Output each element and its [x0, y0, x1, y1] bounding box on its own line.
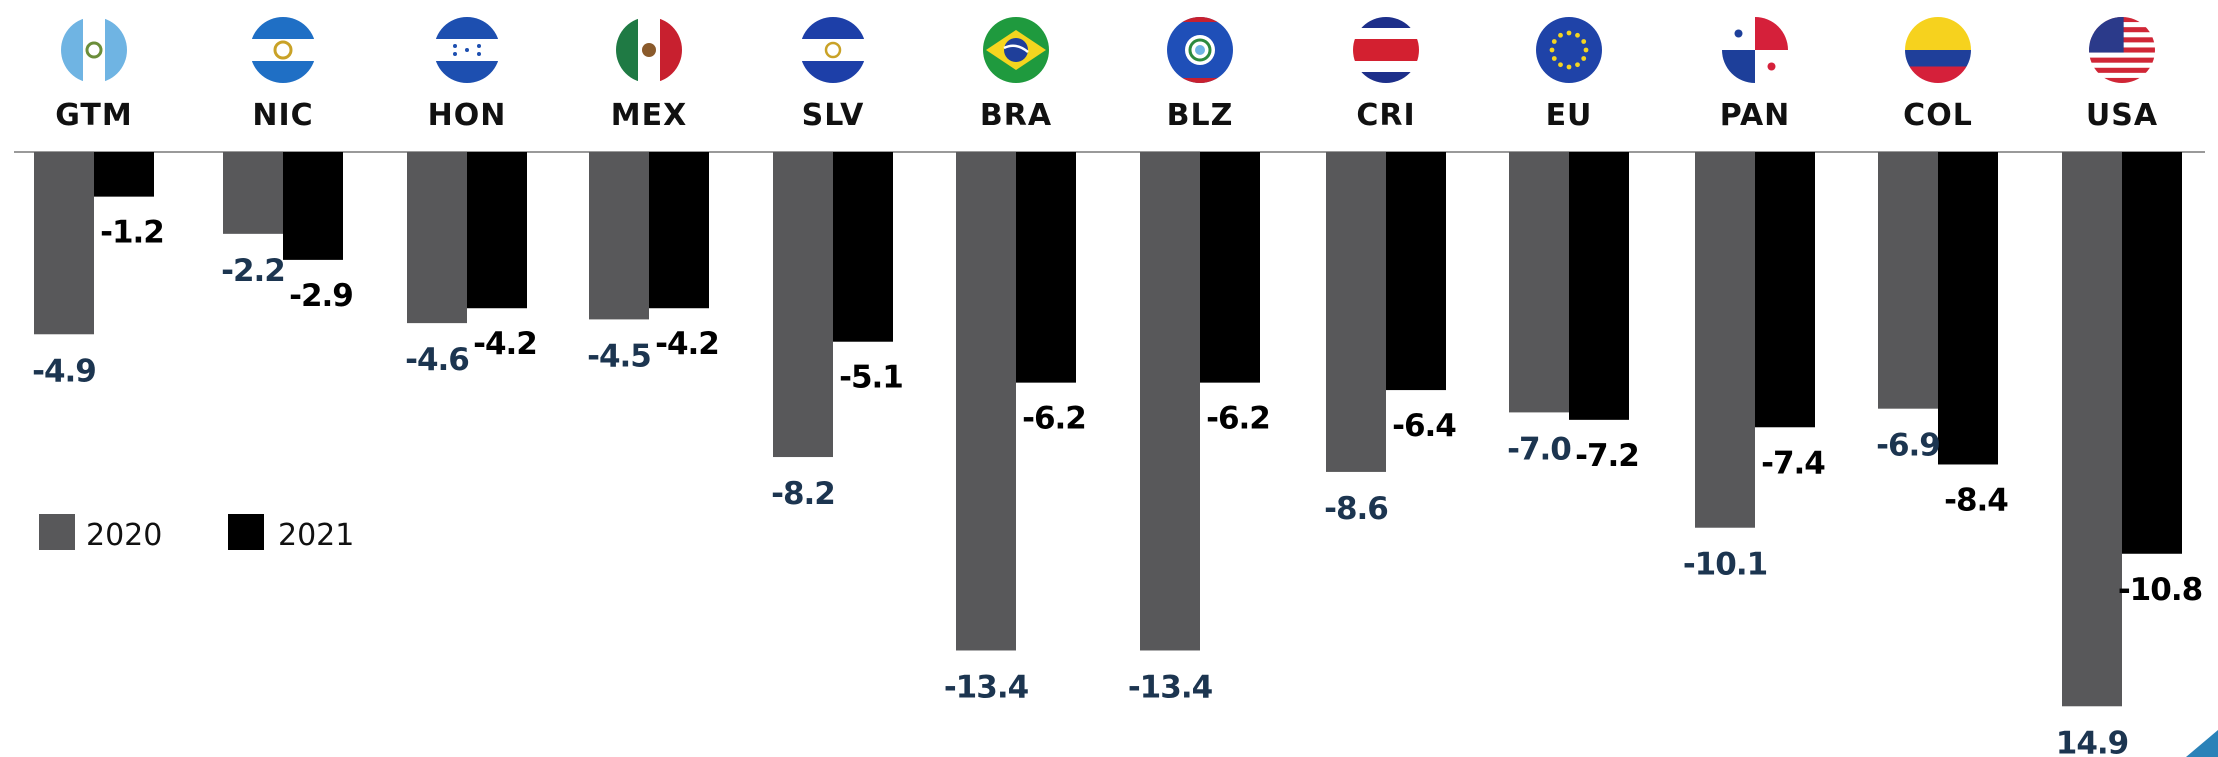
brazil-flag-icon — [983, 17, 1049, 83]
country-label-mex: MEX — [611, 98, 687, 133]
bar-2021-slv — [833, 152, 893, 342]
value-label-2020-eu: -7.0 — [1507, 431, 1571, 467]
country-label-pan: PAN — [1720, 98, 1791, 133]
country-label-blz: BLZ — [1167, 98, 1234, 133]
value-labels: -4.9-1.2-2.2-2.9-4.6 -4.2 -4.5 -4.2-8.2-5.1… — [32, 215, 2202, 757]
bar-2020-usa — [2062, 152, 2122, 706]
guatemala-flag-icon — [61, 17, 127, 83]
bar-2020-eu — [1509, 152, 1569, 412]
bar-2021-bra — [1016, 152, 1076, 383]
country-label-slv: SLV — [802, 98, 865, 133]
bar-2020-pan — [1695, 152, 1755, 528]
bar-2021-hon — [467, 152, 527, 308]
country-label-eu: EU — [1546, 98, 1593, 133]
bar-2020-nic — [223, 152, 283, 234]
eu-flag-icon — [1536, 17, 1602, 83]
bar-2021-nic — [283, 152, 343, 260]
bar-2021-mex — [649, 152, 709, 308]
value-label-2020-usa: 14.9 — [2056, 725, 2129, 757]
value-label-2020-slv: -8.2 — [771, 476, 835, 512]
bar-2020-cri — [1326, 152, 1386, 472]
legend: 2020 2021 — [39, 514, 354, 553]
value-label-2021-hon: -4.2 — [473, 326, 537, 362]
bar-2020-slv — [773, 152, 833, 457]
country-label-usa: USA — [2086, 98, 2158, 133]
country-label-nic: NIC — [252, 98, 313, 133]
bar-2021-pan — [1755, 152, 1815, 427]
panama-flag-icon — [1722, 17, 1788, 83]
value-label-2021-cri: -6.4 — [1392, 408, 1456, 444]
value-label-2020-bra: -13.4 — [944, 669, 1029, 705]
usa-flag-icon — [2089, 17, 2155, 83]
value-label-2020-blz: -13.4 — [1128, 669, 1213, 705]
mexico-flag-icon — [616, 17, 682, 83]
corner-accent — [2186, 730, 2218, 757]
country-label-bra: BRA — [980, 98, 1052, 133]
value-label-2020-pan: -10.1 — [1683, 547, 1767, 583]
value-label-2021-nic: -2.9 — [289, 278, 353, 314]
belize-flag-icon — [1167, 17, 1233, 83]
bar-2021-col — [1938, 152, 1998, 464]
bars — [34, 152, 2182, 706]
country-label-cri: CRI — [1356, 98, 1415, 133]
value-label-2021-gtm: -1.2 — [100, 215, 164, 251]
bar-2020-mex — [589, 152, 649, 319]
bar-2020-bra — [956, 152, 1016, 650]
bar-2021-eu — [1569, 152, 1629, 420]
value-label-2020-cri: -8.6 — [1324, 491, 1388, 527]
value-label-2021-pan: -7.4 — [1761, 445, 1825, 481]
flag-row — [61, 17, 2155, 83]
nicaragua-flag-icon — [250, 17, 316, 83]
value-label-2021-blz: -6.2 — [1206, 401, 1270, 437]
value-label-2020-hon: -4.6 — [405, 342, 469, 378]
bar-2020-blz — [1140, 152, 1200, 650]
value-label-2020-col: -6.9 — [1876, 428, 1940, 464]
bar-2021-usa — [2122, 152, 2182, 554]
value-label-2021-usa: -10.8 — [2118, 572, 2202, 608]
value-label-2020-nic: -2.2 — [221, 253, 285, 289]
country-label-gtm: GTM — [55, 98, 132, 133]
colombia-flag-icon — [1905, 17, 1971, 83]
honduras-flag-icon — [434, 17, 500, 83]
country-label-col: COL — [1903, 98, 1973, 133]
legend-swatch-2021 — [228, 514, 264, 550]
legend-label-2020: 2020 — [86, 518, 162, 553]
bar-2021-blz — [1200, 152, 1260, 383]
value-label-2021-mex: -4.2 — [655, 326, 719, 362]
value-label-2021-col: -8.4 — [1944, 482, 2008, 518]
bar-2021-cri — [1386, 152, 1446, 390]
bar-2020-gtm — [34, 152, 94, 334]
value-label-2020-mex: -4.5 — [587, 338, 651, 374]
bar-2020-col — [1878, 152, 1938, 409]
value-label-2021-eu: -7.2 — [1575, 438, 1639, 474]
value-label-2021-slv: -5.1 — [839, 360, 903, 396]
bar-2020-hon — [407, 152, 467, 323]
el-salvador-flag-icon — [800, 17, 866, 83]
legend-swatch-2020 — [39, 514, 75, 550]
value-label-2020-gtm: -4.9 — [32, 353, 96, 389]
costa-rica-flag-icon — [1353, 17, 1419, 83]
country-labels: GTM NIC HON MEX SLV BRA BLZ CRI EU PAN COL USA — [55, 98, 2158, 133]
value-label-2021-bra: -6.2 — [1022, 401, 1086, 437]
legend-label-2021: 2021 — [278, 518, 354, 553]
country-label-hon: HON — [428, 98, 507, 133]
bar-2021-gtm — [94, 152, 154, 197]
